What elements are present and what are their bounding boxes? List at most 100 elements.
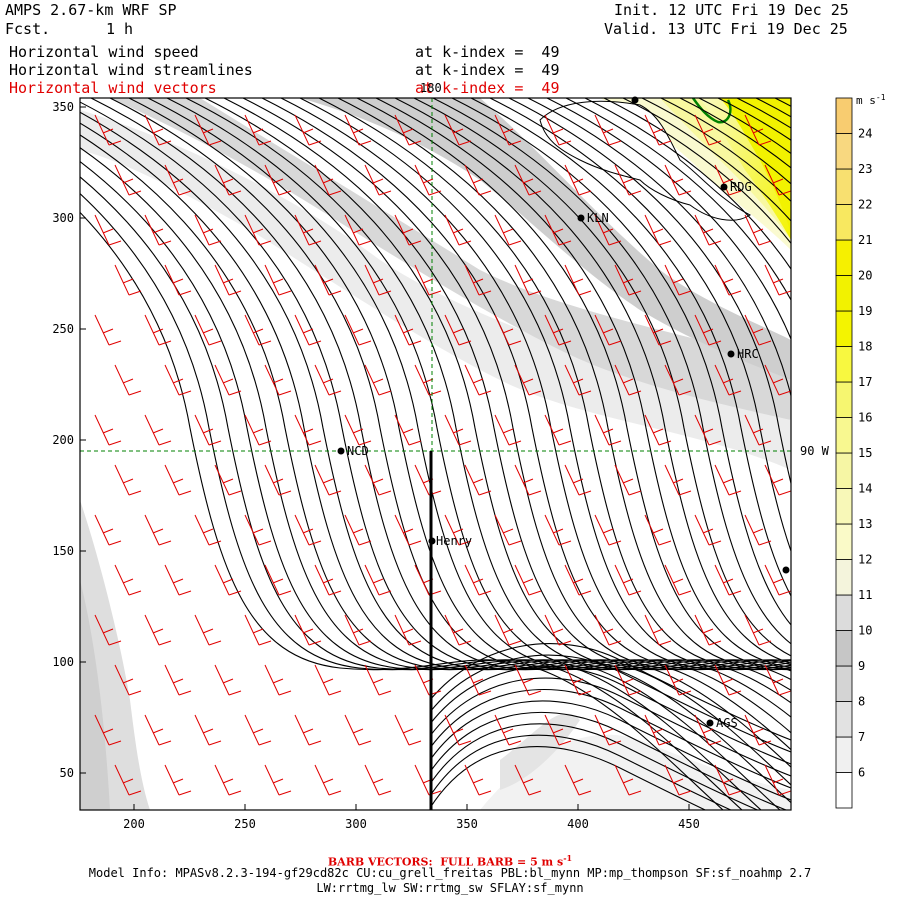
wind-barb	[164, 364, 192, 396]
wind-barb	[164, 664, 192, 696]
wind-barb	[544, 614, 572, 646]
wind-barb	[764, 664, 791, 696]
station-ags-label: AGS	[716, 716, 738, 730]
x-tick-450: 450	[678, 817, 700, 831]
wind-barb	[714, 364, 742, 396]
streamline	[429, 666, 791, 765]
streamline	[280, 98, 791, 671]
wind-barb	[364, 764, 392, 796]
wind-barb	[544, 714, 572, 746]
wind-barb	[764, 464, 791, 496]
wind-barb	[594, 414, 622, 446]
model-title: AMPS 2.67-km WRF SP	[5, 1, 177, 19]
wind-barb	[614, 764, 642, 796]
wind-barb	[144, 314, 172, 346]
wind-barb	[294, 514, 322, 546]
wind-barb	[714, 664, 742, 696]
wind-barb	[164, 564, 192, 596]
streamline	[429, 700, 791, 801]
wind-barb	[544, 314, 572, 346]
wind-barb	[314, 564, 342, 596]
wind-barb	[94, 714, 122, 746]
wind-barb	[514, 364, 542, 396]
wind-barb	[114, 664, 142, 696]
wind-barb	[264, 564, 292, 596]
wind-barb	[344, 114, 372, 146]
colorbar-label: 23	[858, 162, 872, 176]
y-tick-300: 300	[52, 211, 74, 225]
wind-barb	[694, 614, 722, 646]
x-tick-350: 350	[456, 817, 478, 831]
streamline	[429, 711, 788, 810]
wind-barb	[514, 764, 542, 796]
wind-barb	[644, 114, 672, 146]
wind-barb	[264, 264, 292, 296]
wind-barb	[714, 164, 742, 196]
wind-barb	[744, 114, 772, 146]
wind-barb	[264, 464, 292, 496]
wind-barb	[564, 664, 592, 696]
wind-barb	[214, 264, 242, 296]
wind-barb	[164, 264, 192, 296]
colorbar-swatch	[835, 772, 853, 809]
colorbar-swatch	[835, 204, 853, 241]
wind-barb	[714, 264, 742, 296]
wind-barb	[94, 114, 122, 146]
wind-barb	[744, 614, 772, 646]
station-ncd-marker	[337, 447, 345, 455]
wind-barb	[94, 214, 122, 246]
streamline	[185, 98, 791, 671]
y-tick-50: 50	[60, 766, 74, 780]
colorbar-swatch	[835, 665, 853, 702]
wind-barb	[664, 364, 692, 396]
wind-barb	[244, 114, 272, 146]
station-ags-marker	[706, 719, 714, 727]
streamline	[432, 98, 791, 645]
wind-barb	[494, 114, 522, 146]
x-tick-250: 250	[234, 817, 256, 831]
station-hrc-marker	[727, 350, 735, 358]
x-tick-200: 200	[123, 817, 145, 831]
streamline	[242, 98, 791, 671]
wind-barb	[394, 514, 422, 546]
streamline	[80, 101, 791, 734]
wind-barb	[364, 564, 392, 596]
wind-barb	[544, 114, 572, 146]
wind-barb	[714, 564, 742, 596]
wind-barb	[764, 264, 791, 296]
wind-barb	[464, 564, 492, 596]
streamline	[413, 98, 791, 657]
wind-barb	[244, 314, 272, 346]
streamline	[80, 176, 762, 810]
colorbar-swatch	[835, 417, 853, 454]
wind-barb	[194, 114, 222, 146]
wind-barb	[464, 364, 492, 396]
streamline	[584, 98, 791, 271]
wind-barb	[114, 564, 142, 596]
streamline	[166, 98, 791, 672]
wind-barb	[114, 164, 142, 196]
streamline	[429, 677, 791, 777]
colorbar-label: 20	[858, 269, 872, 283]
wind-barb	[544, 214, 572, 246]
wind-barb	[194, 714, 222, 746]
wind-barb	[244, 514, 272, 546]
wind-barb	[114, 364, 142, 396]
colorbar-swatch	[835, 275, 853, 312]
wind-barb	[614, 564, 642, 596]
colorbar-unit: m s-1	[856, 93, 886, 107]
wind-barb	[294, 314, 322, 346]
streamline	[80, 122, 791, 768]
wind-barb	[394, 214, 422, 246]
field-wind-vectors-level: at k-index = 49	[415, 79, 560, 97]
wind-barb	[564, 564, 592, 596]
wind-barb	[144, 614, 172, 646]
wind-barb	[694, 314, 722, 346]
wind-barb	[364, 664, 392, 696]
colorbar-label: 22	[858, 198, 872, 212]
colorbar-label: 12	[858, 553, 872, 567]
colorbar-label: 16	[858, 411, 872, 425]
wind-barb	[444, 414, 472, 446]
colorbar-label: 8	[858, 695, 865, 709]
wind-barb	[744, 414, 772, 446]
